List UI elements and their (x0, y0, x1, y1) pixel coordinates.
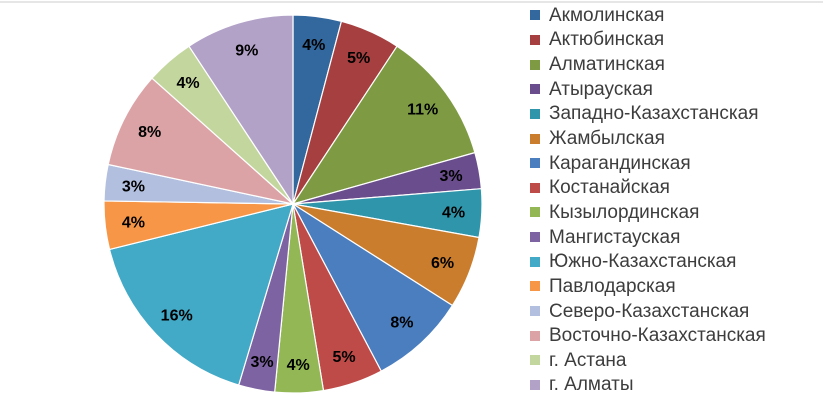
legend-item: Кызылординская (530, 200, 766, 225)
pie-slice (107, 77, 294, 205)
slice-percent-label: 8% (390, 315, 413, 332)
legend-item: Атырауская (530, 77, 766, 102)
slice-percent-label: 11% (407, 102, 438, 119)
legend-label: г. Алматы (549, 374, 634, 396)
pie-slice (292, 45, 476, 205)
legend-label: г. Астана (549, 349, 627, 371)
slice-percent-label: 3% (122, 178, 145, 195)
legend-label: Атырауская (549, 78, 653, 100)
legend-swatch (530, 133, 540, 144)
legend-item: Костанайская (530, 175, 766, 200)
legend-label: Жамбылская (549, 128, 665, 150)
slice-percent-label: 4% (176, 75, 199, 92)
legend-swatch (530, 355, 540, 366)
legend-swatch (530, 10, 540, 21)
pie-slice (292, 203, 454, 372)
legend-item: Акмолинская (530, 3, 766, 28)
legend-item: Западно-Казахстанская (530, 102, 766, 127)
legend-label: Южно-Казахстанская (549, 251, 737, 273)
legend-swatch (530, 232, 540, 243)
slice-percent-label: 3% (440, 168, 463, 185)
slice-percent-label: 4% (287, 357, 310, 374)
pie-slice (108, 203, 294, 386)
slice-percent-label: 6% (431, 255, 454, 272)
legend-swatch (530, 84, 540, 95)
legend-label: Костанайская (549, 177, 670, 199)
legend-label: Мангистауская (549, 226, 681, 248)
legend-label: Акмолинская (549, 4, 665, 26)
legend-item: г. Астана (530, 348, 766, 373)
slice-percent-label: 5% (347, 50, 370, 67)
legend-item: Южно-Казахстанская (530, 249, 766, 274)
legend-item: г. Алматы (530, 373, 766, 398)
chart-legend: Акмолинская Актюбинская Алматинская Атыраус… (530, 3, 766, 397)
legend-label: Алматинская (549, 54, 665, 76)
legend-swatch (530, 207, 540, 218)
legend-swatch (530, 182, 540, 193)
slice-percent-label: 4% (442, 204, 465, 221)
legend-swatch (530, 281, 540, 292)
legend-label: Северо-Казахстанская (549, 300, 750, 322)
slice-percent-label: 16% (161, 307, 193, 324)
legend-item: Алматинская (530, 52, 766, 77)
legend-label: Кызылординская (549, 201, 700, 223)
pie-slice (188, 14, 294, 205)
legend-label: Актюбинская (549, 29, 665, 51)
legend-label: Восточно-Казахстанская (549, 325, 766, 347)
slice-percent-label: 4% (122, 215, 145, 232)
legend-item: Карагандинская (530, 151, 766, 176)
legend-swatch (530, 379, 540, 390)
legend-swatch (530, 306, 540, 316)
legend-swatch (530, 59, 540, 70)
legend-swatch (530, 256, 540, 267)
slice-percent-label: 8% (138, 124, 161, 141)
slice-percent-label: 9% (235, 43, 258, 60)
legend-swatch (530, 330, 540, 341)
slice-percent-label: 5% (333, 349, 356, 366)
top-divider-line (0, 1, 823, 3)
legend-item: Жамбылская (530, 126, 766, 151)
legend-swatch (530, 158, 540, 169)
slice-percent-label: 3% (250, 354, 273, 371)
slice-percent-label: 4% (302, 37, 325, 54)
legend-label: Карагандинская (549, 152, 691, 174)
legend-item: Мангистауская (530, 225, 766, 250)
legend-label: Павлодарская (549, 275, 676, 297)
legend-swatch (530, 34, 540, 45)
legend-item: Северо-Казахстанская (530, 299, 766, 324)
legend-swatch (530, 108, 540, 119)
legend-item: Павлодарская (530, 274, 766, 299)
legend-item: Актюбинская (530, 28, 766, 53)
legend-item: Восточно-Казахстанская (530, 323, 766, 348)
legend-label: Западно-Казахстанская (549, 103, 759, 125)
